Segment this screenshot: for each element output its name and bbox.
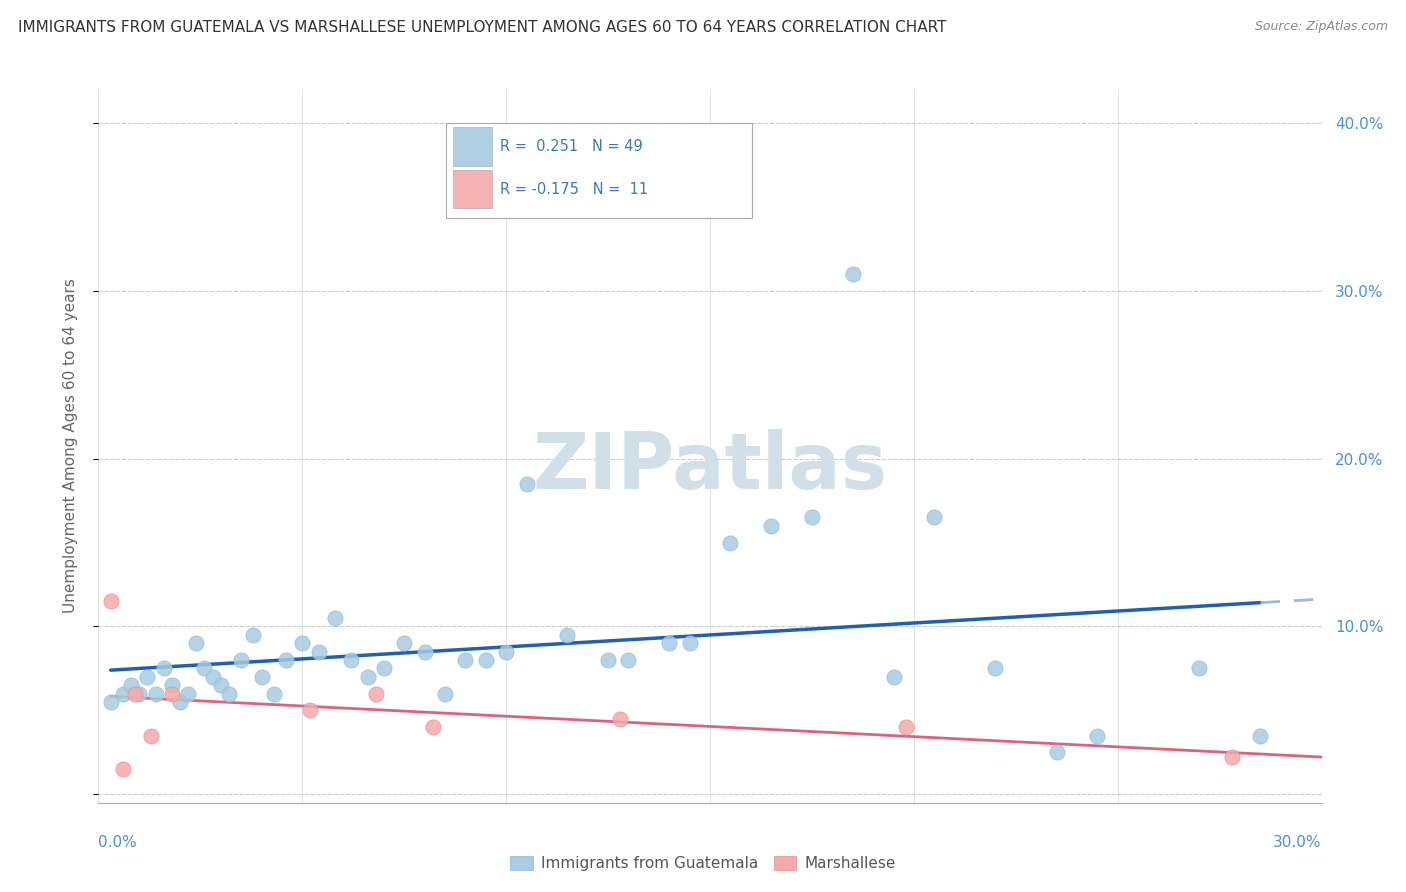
Legend: Immigrants from Guatemala, Marshallese: Immigrants from Guatemala, Marshallese [505,850,901,877]
Text: 30.0%: 30.0% [1274,836,1322,850]
Point [434,687,457,701]
Point [141,729,163,743]
Point [364,687,387,701]
Point [308,645,330,659]
Point [720,535,742,549]
Point [1085,729,1108,743]
Point [801,510,824,524]
Point [160,678,183,692]
Point [1220,750,1243,764]
Point [136,670,159,684]
Point [413,645,436,659]
Point [323,611,346,625]
Point [422,720,444,734]
Text: IMMIGRANTS FROM GUATEMALA VS MARSHALLESE UNEMPLOYMENT AMONG AGES 60 TO 64 YEARS : IMMIGRANTS FROM GUATEMALA VS MARSHALLESE… [18,20,946,35]
Point [250,670,273,684]
Point [516,476,538,491]
Text: R =  0.251   N = 49: R = 0.251 N = 49 [499,139,643,153]
Point [124,687,146,701]
Point [291,636,314,650]
Point [299,703,322,717]
Point [356,670,378,684]
Point [152,661,174,675]
Point [841,267,863,281]
Point [1045,746,1069,760]
Point [557,628,579,642]
Point [100,594,122,608]
Point [145,687,167,701]
Point [201,670,224,684]
Text: 0.0%: 0.0% [98,836,138,850]
Point [984,661,1007,675]
Point [160,687,183,701]
FancyBboxPatch shape [453,169,492,209]
Point [120,678,142,692]
FancyBboxPatch shape [446,123,752,218]
Point [100,695,122,709]
Text: R = -0.175   N =  11: R = -0.175 N = 11 [499,182,648,196]
Point [128,687,150,701]
Point [1188,661,1211,675]
Point [263,687,285,701]
Point [193,661,215,675]
Point [922,510,945,524]
Point [894,720,917,734]
Point [609,712,631,726]
Point [177,687,200,701]
Point [340,653,363,667]
Point [1249,729,1271,743]
Text: ZIPatlas: ZIPatlas [533,429,887,506]
Text: Source: ZipAtlas.com: Source: ZipAtlas.com [1254,20,1388,33]
Point [169,695,191,709]
Point [231,653,253,667]
Point [111,762,134,776]
Point [186,636,208,650]
Point [274,653,297,667]
Point [392,636,416,650]
Point [242,628,264,642]
Point [598,653,620,667]
Point [454,653,477,667]
Point [474,653,498,667]
Y-axis label: Unemployment Among Ages 60 to 64 years: Unemployment Among Ages 60 to 64 years [63,278,77,614]
Point [495,645,517,659]
Point [373,661,395,675]
Point [658,636,681,650]
Point [761,518,783,533]
Point [218,687,240,701]
Point [209,678,232,692]
Point [111,687,134,701]
Point [617,653,640,667]
FancyBboxPatch shape [453,127,492,166]
Point [679,636,702,650]
Point [883,670,905,684]
